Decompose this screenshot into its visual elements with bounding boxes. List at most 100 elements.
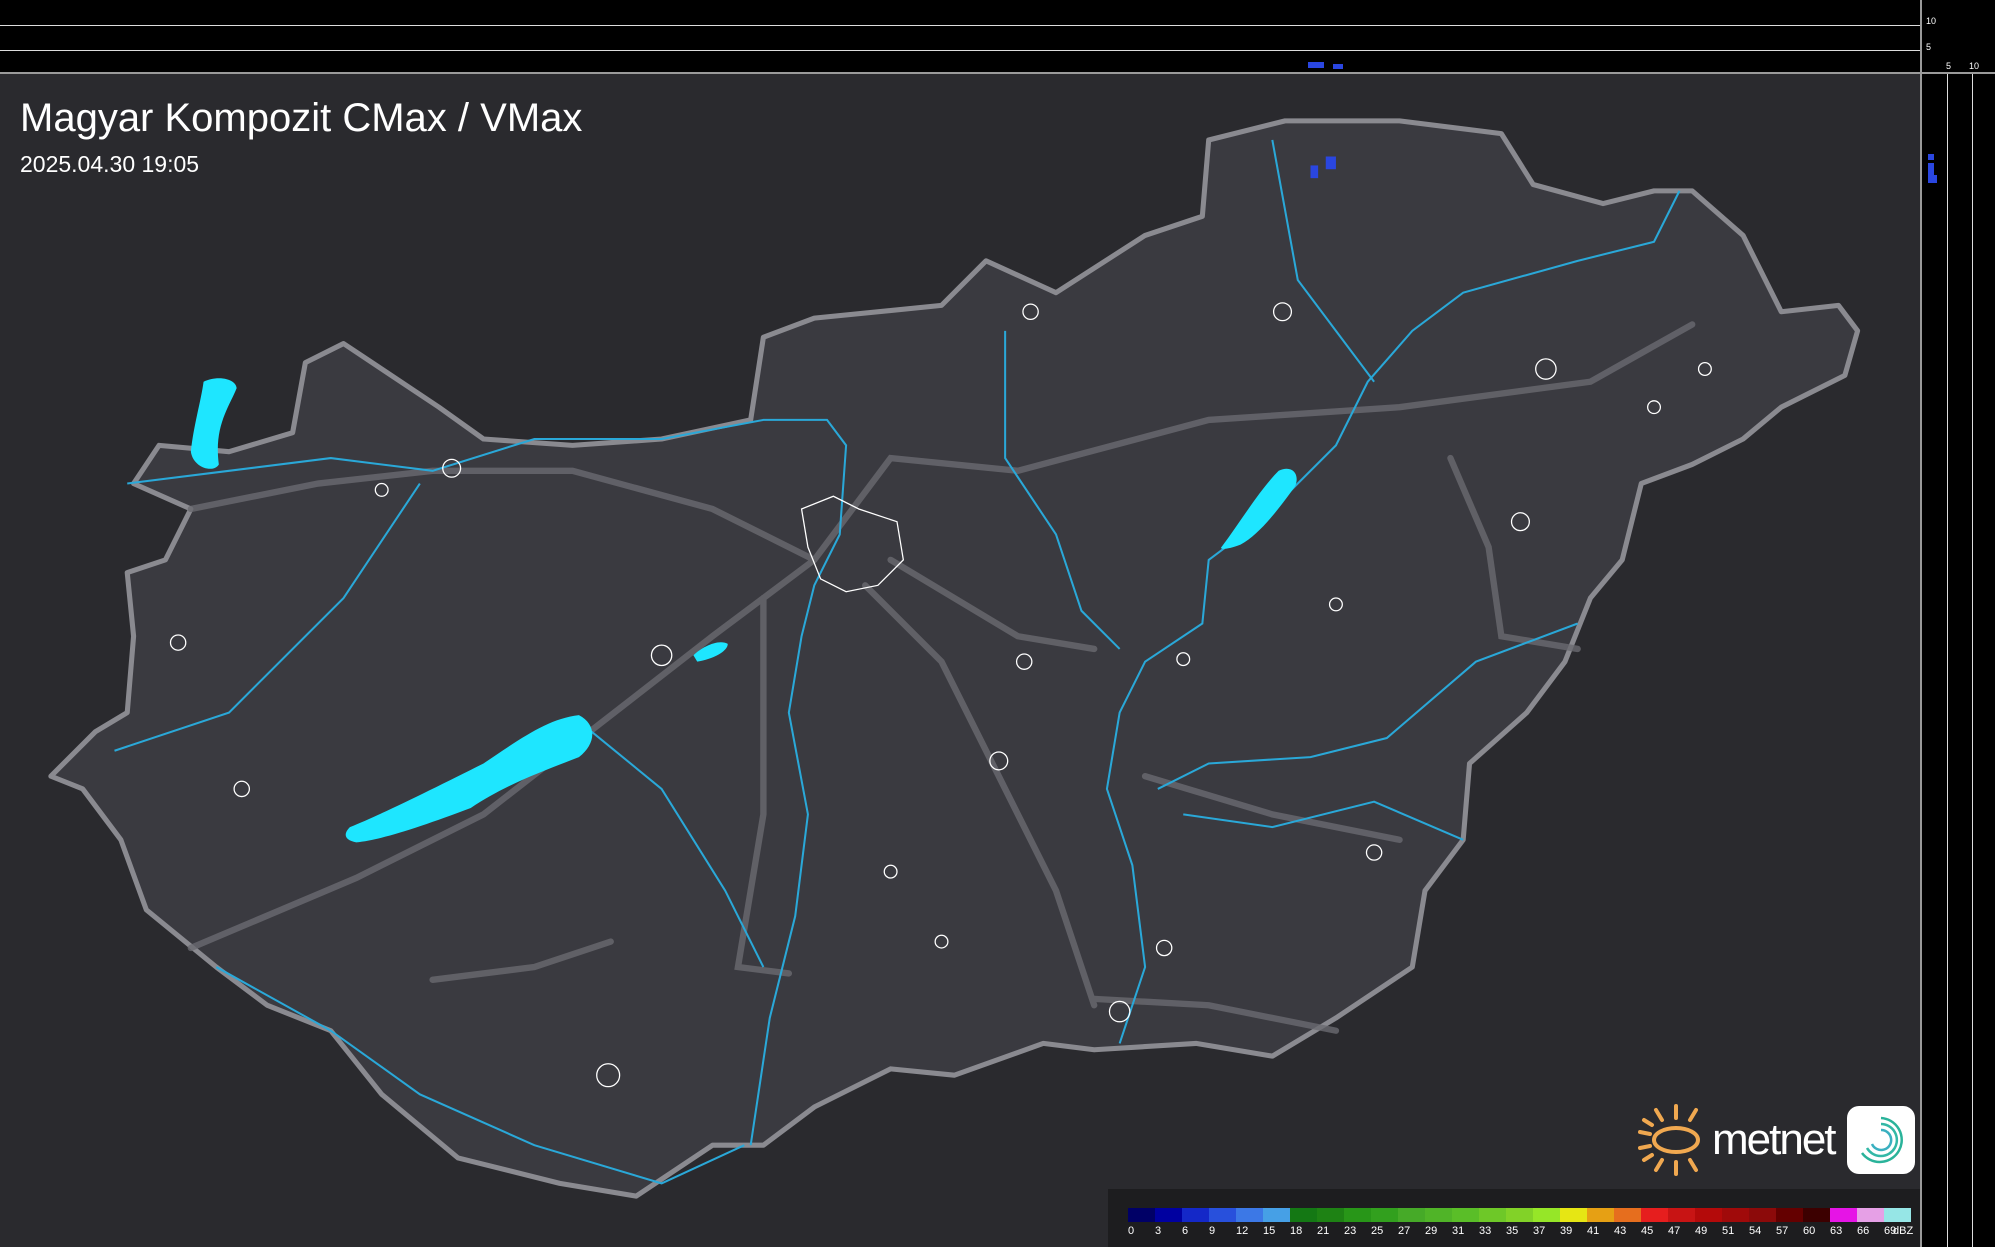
color-swatch [1614,1208,1641,1222]
sun-icon [1638,1104,1700,1176]
color-swatch [1560,1208,1587,1222]
scale-label: 33 [1479,1225,1492,1237]
color-swatch [1209,1208,1236,1222]
color-swatch [1776,1208,1803,1222]
scale-label: 21 [1317,1225,1330,1237]
drava-river [215,966,745,1185]
scale-label: 15 [1263,1225,1276,1237]
map-title: Magyar Kompozit CMax / VMax [20,96,583,140]
scale-label: 57 [1776,1225,1789,1237]
scale-label: 12 [1236,1225,1249,1237]
color-swatch [1371,1208,1398,1222]
scale-label: 18 [1290,1225,1303,1237]
vertical-profile-right: 10 5 5 10 [1920,0,1995,1247]
swirl-icon [1860,1116,1903,1164]
profile-echo [1308,62,1324,68]
divider [1922,72,1995,74]
maros-river [1183,800,1464,841]
color-swatch [1749,1208,1776,1222]
color-swatch [1857,1208,1884,1222]
color-swatch [1344,1208,1371,1222]
color-swatch [1317,1208,1344,1222]
budapest-outline [800,495,905,593]
height-tick: 5 [1926,42,1932,52]
color-swatch [1155,1208,1182,1222]
dbz-color-legend: 0 3 6 9 12 15 18 21 23 25 27 29 31 33 35 37 39 41 43 45 47 49… [1108,1189,1920,1247]
color-swatch [1128,1208,1155,1222]
scale-label: 63 [1830,1225,1843,1237]
scale-label: 49 [1695,1225,1708,1237]
color-swatch [1668,1208,1695,1222]
vertical-profile-top [0,0,1920,74]
zagyva-river [1004,330,1121,650]
profile-echo [1932,175,1937,183]
raba-river [114,482,421,752]
scale-label: 23 [1344,1225,1357,1237]
color-swatch [1425,1208,1452,1222]
scale-label: 0 [1128,1225,1135,1237]
color-swatch [1695,1208,1722,1222]
scale-label: 31 [1452,1225,1465,1237]
color-swatch [1587,1208,1614,1222]
scale-label: 39 [1560,1225,1573,1237]
height-tick: 10 [1969,61,1980,71]
scale-label: 51 [1722,1225,1735,1237]
lakes [190,378,1297,843]
scale-label: 27 [1398,1225,1411,1237]
color-swatch [1722,1208,1749,1222]
profile-echo [1333,64,1343,69]
radar-echoes [1310,156,1336,179]
color-swatch [1236,1208,1263,1222]
unit-label: dBZ [1893,1225,1914,1237]
radar-echo [1310,165,1319,179]
metnet-logo: metnet [1636,1100,1915,1180]
scale-label: 43 [1614,1225,1627,1237]
lake-ferto [190,378,237,469]
profile-echo [1928,163,1934,183]
scale-label: 25 [1371,1225,1384,1237]
lake-velence [693,642,728,662]
map-timestamp: 2025.04.30 19:05 [20,151,200,177]
color-swatch [1479,1208,1506,1222]
color-swatch [1452,1208,1479,1222]
color-swatch [1182,1208,1209,1222]
scale-label: 45 [1641,1225,1654,1237]
color-scale [1128,1208,1911,1222]
hungary-territory [48,118,1861,1199]
scale-label: 29 [1425,1225,1438,1237]
sio-river [590,730,765,968]
city-outlines [169,302,1712,1088]
lake-tisza [1220,468,1297,549]
lake-balaton [345,715,593,843]
color-swatch [1533,1208,1560,1222]
koros-river [1157,622,1579,790]
scale-label: 37 [1533,1225,1546,1237]
scale-label: 35 [1506,1225,1519,1237]
scale-label: 66 [1857,1225,1870,1237]
hernad-river [1271,139,1375,383]
scale-label: 69 [1884,1225,1897,1237]
color-swatch [1398,1208,1425,1222]
color-swatch [1641,1208,1668,1222]
gridline [1972,74,1973,1247]
scale-label: 3 [1155,1225,1162,1237]
color-swatch [1290,1208,1317,1222]
scale-label: 9 [1209,1225,1216,1237]
color-swatch [1263,1208,1290,1222]
height-tick: 10 [1926,16,1937,26]
scale-label: 6 [1182,1225,1189,1237]
scale-labels: 0 3 6 9 12 15 18 21 23 25 27 29 31 33 35 37 39 41 43 45 47 49… [1128,1225,1911,1237]
color-swatch [1830,1208,1857,1222]
app-icon [1846,1106,1915,1174]
scale-label: 41 [1587,1225,1600,1237]
scale-label: 60 [1803,1225,1816,1237]
color-swatch [1803,1208,1830,1222]
gridline [1947,74,1948,1247]
gridline [0,25,1920,26]
height-tick: 5 [1946,61,1952,71]
gridline [0,50,1920,51]
color-swatch [1506,1208,1533,1222]
roads [187,321,1696,1034]
